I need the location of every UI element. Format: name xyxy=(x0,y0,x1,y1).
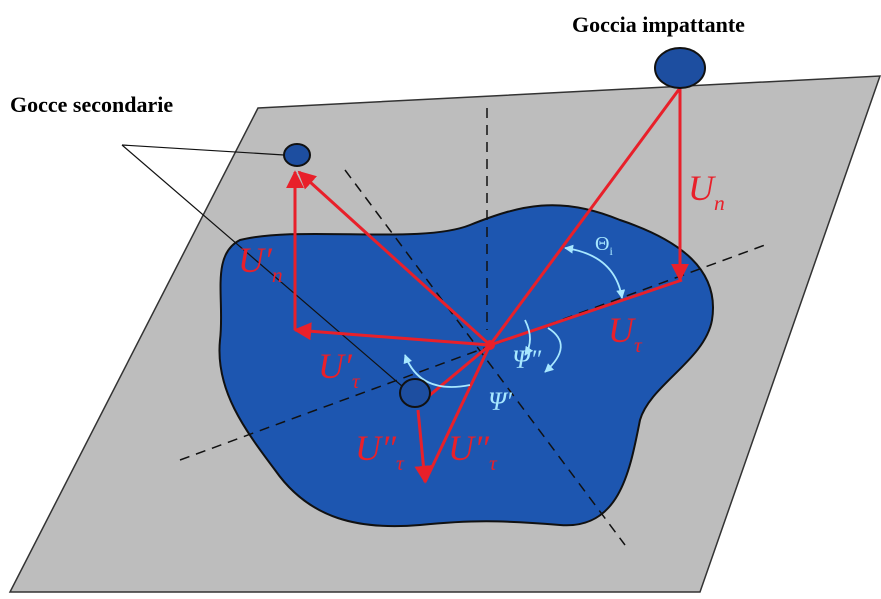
label: Un xyxy=(688,168,725,215)
impacting-drop xyxy=(654,47,706,89)
label: Θi xyxy=(595,233,613,258)
label: U″τ xyxy=(355,428,405,475)
angle-arcs xyxy=(403,244,626,388)
pointer-lines xyxy=(121,144,411,394)
label: U″τ xyxy=(448,428,498,475)
secondary-drop xyxy=(283,143,311,167)
label: U′τ xyxy=(318,346,361,393)
label: Goccia impattante xyxy=(572,12,745,37)
velocity-vectors xyxy=(286,87,689,484)
label: Ψ′ xyxy=(488,387,512,416)
secondary-drop xyxy=(399,378,431,408)
axes xyxy=(179,108,766,546)
label: Ψ″ xyxy=(512,345,542,374)
label: Uτ xyxy=(608,310,643,357)
label: Gocce secondarie xyxy=(10,92,173,117)
label: U′n xyxy=(238,240,283,287)
